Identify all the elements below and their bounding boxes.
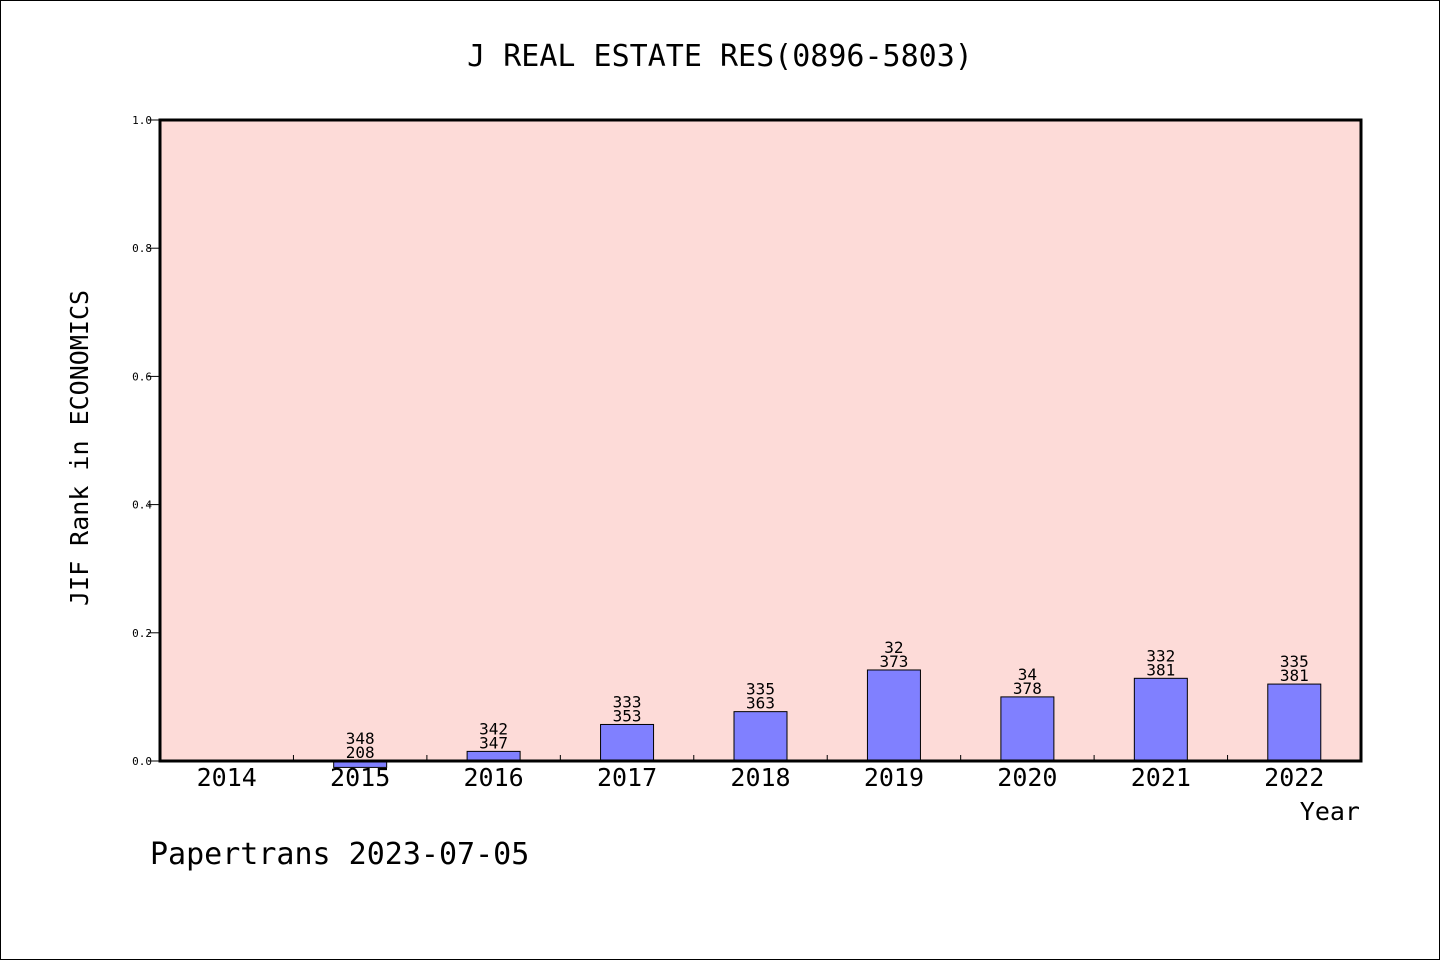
bar-label-total: 373 [879, 652, 908, 671]
bar-label-rank: 32 [884, 638, 903, 657]
bar [1000, 696, 1055, 762]
bar [866, 669, 921, 762]
bar-label-rank: 333 [613, 692, 642, 711]
y-tick-label: 0.6 [132, 370, 152, 383]
bar-label-total: 381 [1280, 666, 1309, 685]
x-tick-label: 2016 [464, 763, 524, 792]
bar-label-total: 347 [479, 733, 508, 752]
x-tick-label: 2020 [997, 763, 1057, 792]
x-tick-label: 2017 [597, 763, 657, 792]
x-tick-label: 2018 [730, 763, 790, 792]
x-axis-label: Year [1300, 797, 1360, 826]
bar-label-total: 208 [346, 743, 375, 762]
x-tick-label: 2015 [330, 763, 390, 792]
bar [1133, 677, 1188, 762]
bar [600, 723, 655, 762]
y-tick-label: 0.4 [132, 499, 152, 512]
x-tick-label: 2021 [1131, 763, 1191, 792]
bar-label-total: 363 [746, 694, 775, 713]
x-tick-label: 2019 [864, 763, 924, 792]
bar-label-total: 353 [613, 706, 642, 725]
chart-title: J REAL ESTATE RES(0896-5803) [467, 39, 973, 74]
x-tick-label: 2022 [1264, 763, 1324, 792]
bar-label-total: 378 [1013, 679, 1042, 698]
y-axis-label: JIF Rank in ECONOMICS [65, 290, 94, 606]
footer-credit: Papertrans 2023-07-05 [150, 837, 529, 872]
y-tick-label: 1.0 [132, 114, 152, 127]
bar-label-rank: 348 [346, 729, 375, 748]
bar-label-rank: 342 [479, 719, 508, 738]
plot-border [158, 118, 1363, 763]
bar [1267, 683, 1322, 762]
y-tick-label: 0.0 [132, 755, 152, 768]
bar-label-rank: 34 [1018, 665, 1037, 684]
bar-label-rank: 335 [746, 680, 775, 699]
x-tick-label: 2014 [197, 763, 257, 792]
y-tick-label: 0.2 [132, 627, 152, 640]
bar-label-rank: 335 [1280, 652, 1309, 671]
y-tick-label: 0.8 [132, 242, 152, 255]
bar-label-total: 381 [1146, 660, 1175, 679]
plot-area [160, 120, 1361, 761]
bar-label-rank: 332 [1146, 646, 1175, 665]
bar [733, 711, 788, 762]
